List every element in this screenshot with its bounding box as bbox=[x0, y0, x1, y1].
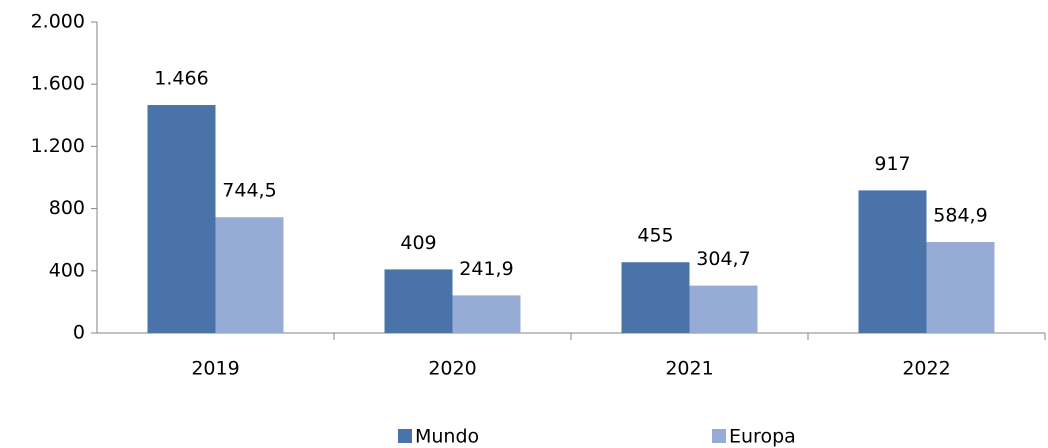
bar bbox=[147, 105, 216, 333]
x-tick-label: 2021 bbox=[665, 358, 713, 380]
data-label: 917 bbox=[874, 153, 910, 175]
data-label: 744,5 bbox=[222, 180, 276, 202]
x-tick-label: 2019 bbox=[191, 358, 239, 380]
y-tick-label: 800 bbox=[49, 197, 85, 219]
y-tick-label: 1.600 bbox=[31, 73, 85, 95]
bar bbox=[858, 190, 927, 333]
data-label: 304,7 bbox=[696, 248, 750, 270]
bar bbox=[689, 285, 758, 333]
bar bbox=[215, 217, 284, 333]
data-label: 1.466 bbox=[154, 68, 208, 90]
data-label: 584,9 bbox=[933, 205, 987, 227]
y-tick-label: 1.200 bbox=[31, 135, 85, 157]
data-label: 409 bbox=[400, 232, 436, 254]
bar bbox=[621, 262, 690, 333]
y-tick-label: 2.000 bbox=[31, 11, 85, 33]
bar bbox=[384, 269, 453, 333]
legend-swatch bbox=[712, 429, 726, 443]
bar bbox=[452, 295, 521, 333]
y-tick-label: 0 bbox=[73, 322, 85, 344]
x-tick-label: 2020 bbox=[428, 358, 476, 380]
data-label: 241,9 bbox=[459, 258, 513, 280]
bar bbox=[926, 242, 995, 333]
legend-label: Mundo bbox=[415, 426, 479, 448]
data-label: 455 bbox=[637, 225, 673, 247]
legend-swatch bbox=[398, 429, 412, 443]
legend-label: Europa bbox=[729, 426, 796, 448]
x-tick-label: 2022 bbox=[902, 358, 950, 380]
y-tick-label: 400 bbox=[49, 259, 85, 281]
